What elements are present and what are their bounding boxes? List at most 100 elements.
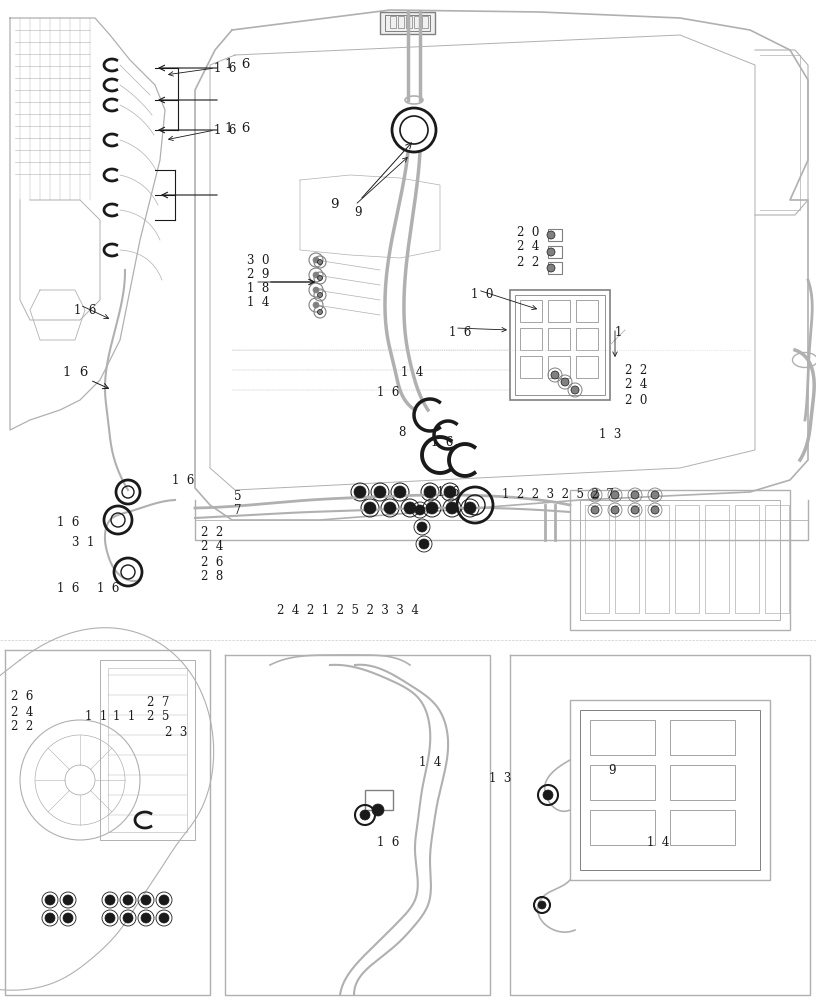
Text: 1  8: 1 8 <box>247 282 269 294</box>
Text: 1  6: 1 6 <box>57 516 79 528</box>
Text: 2  4: 2 4 <box>625 378 647 391</box>
Circle shape <box>464 502 476 514</box>
Circle shape <box>45 895 55 905</box>
Text: 2  2: 2 2 <box>625 363 647 376</box>
Text: 3  0: 3 0 <box>246 253 269 266</box>
Circle shape <box>547 264 555 272</box>
Bar <box>576 328 598 350</box>
Bar <box>380 12 435 34</box>
Bar <box>576 300 598 322</box>
Bar <box>515 295 605 395</box>
Text: 1  6: 1 6 <box>214 123 236 136</box>
Text: 1  4: 1 4 <box>419 756 441 768</box>
Circle shape <box>444 486 456 498</box>
Circle shape <box>404 502 416 514</box>
Circle shape <box>651 506 659 514</box>
Circle shape <box>105 895 115 905</box>
Text: 1  6: 1 6 <box>57 582 79 594</box>
Bar <box>735 505 759 613</box>
Text: 1  6: 1 6 <box>73 304 96 316</box>
Bar <box>645 505 669 613</box>
Bar <box>580 500 780 620</box>
Bar <box>705 505 729 613</box>
Bar <box>590 720 655 755</box>
Text: 1  6: 1 6 <box>225 58 251 72</box>
Text: 2  5: 2 5 <box>147 710 169 724</box>
Circle shape <box>317 292 322 298</box>
Bar <box>570 490 790 630</box>
Bar <box>520 300 542 322</box>
Text: 1  3: 1 3 <box>489 772 511 784</box>
Circle shape <box>141 895 151 905</box>
Circle shape <box>631 491 639 499</box>
Circle shape <box>105 913 115 923</box>
Bar <box>365 790 393 810</box>
Circle shape <box>313 302 319 308</box>
Bar <box>406 16 412 28</box>
Circle shape <box>372 804 384 816</box>
Circle shape <box>561 378 569 386</box>
Circle shape <box>159 913 169 923</box>
Bar <box>670 765 735 800</box>
Bar <box>548 356 570 378</box>
Text: 1  0: 1 0 <box>471 288 493 302</box>
Text: 1  4: 1 4 <box>401 365 424 378</box>
Circle shape <box>651 491 659 499</box>
Bar <box>548 328 570 350</box>
Circle shape <box>313 257 319 263</box>
Bar <box>580 710 760 870</box>
Text: 1  1: 1 1 <box>85 710 107 724</box>
Text: 2  4  2  1  2  5  2  3  3  4: 2 4 2 1 2 5 2 3 3 4 <box>277 603 419 616</box>
Bar <box>414 16 420 28</box>
Circle shape <box>123 913 133 923</box>
Text: 1  3: 1 3 <box>599 428 621 440</box>
Text: 1  6: 1 6 <box>97 582 119 594</box>
Circle shape <box>159 895 169 905</box>
Text: 2  8: 2 8 <box>201 570 223 584</box>
Text: 9: 9 <box>330 198 339 212</box>
Text: 1  4: 1 4 <box>647 836 669 848</box>
Text: 2  9: 2 9 <box>246 267 269 280</box>
Circle shape <box>611 491 619 499</box>
Bar <box>675 505 699 613</box>
Text: 1: 1 <box>614 326 622 338</box>
Bar <box>670 720 735 755</box>
Bar <box>570 700 770 880</box>
Bar <box>108 668 187 832</box>
Circle shape <box>364 502 376 514</box>
Circle shape <box>591 506 599 514</box>
Circle shape <box>141 913 151 923</box>
Circle shape <box>45 913 55 923</box>
Text: 1  6: 1 6 <box>437 486 459 498</box>
Bar <box>548 246 562 258</box>
Text: 1  6: 1 6 <box>225 121 251 134</box>
Circle shape <box>394 486 406 498</box>
Circle shape <box>317 275 322 280</box>
Text: 1  6: 1 6 <box>214 62 236 75</box>
Text: 5: 5 <box>234 489 242 502</box>
Circle shape <box>360 810 370 820</box>
Circle shape <box>313 272 319 278</box>
Text: 2  2: 2 2 <box>11 720 33 732</box>
Circle shape <box>547 231 555 239</box>
Text: 2  4: 2 4 <box>517 240 539 253</box>
Circle shape <box>317 259 322 264</box>
Circle shape <box>631 506 639 514</box>
Circle shape <box>547 248 555 256</box>
Text: 2  2: 2 2 <box>201 526 223 538</box>
Circle shape <box>123 895 133 905</box>
Circle shape <box>63 895 73 905</box>
Text: 1  6: 1 6 <box>377 836 399 848</box>
Circle shape <box>63 913 73 923</box>
Text: 2  0: 2 0 <box>517 226 539 238</box>
Bar <box>398 16 404 28</box>
Text: 1  6: 1 6 <box>172 474 194 487</box>
Circle shape <box>424 486 436 498</box>
Circle shape <box>417 522 427 532</box>
Bar <box>510 290 610 400</box>
Text: 1  4: 1 4 <box>246 296 269 308</box>
Text: 1  6: 1 6 <box>377 385 399 398</box>
Bar <box>548 262 562 274</box>
Circle shape <box>354 486 366 498</box>
Circle shape <box>611 506 619 514</box>
